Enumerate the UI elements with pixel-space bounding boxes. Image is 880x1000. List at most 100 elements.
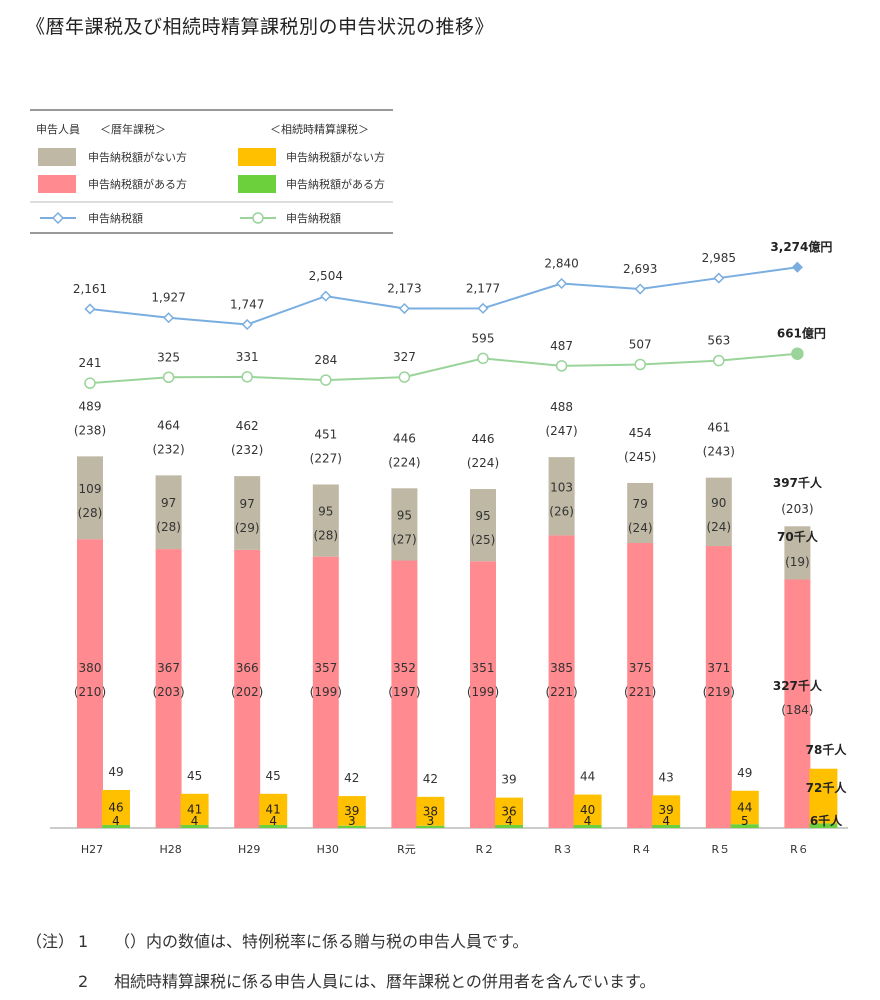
label-reki-ari-sub: (199)	[467, 685, 499, 699]
label-souzoku-nashi: 72千人	[806, 780, 848, 795]
note-1-number: 1	[78, 932, 89, 951]
line-souzoku-marker	[634, 358, 646, 371]
label-souzoku-ari: 4	[505, 814, 513, 828]
line_souzoku-value-label: 331	[236, 350, 259, 364]
bar-souzoku-nashi	[416, 796, 445, 826]
label-reki-nashi: 95	[318, 505, 333, 519]
label-reki-total: 451	[314, 427, 337, 441]
label-reki-nashi: 79	[633, 497, 648, 511]
line_souzoku-value-label: 327	[393, 350, 416, 364]
label-souzoku-ari: 4	[269, 814, 277, 828]
legend-swatch-souzoku-nashi	[238, 148, 276, 166]
legend-swatch-souzoku-ari	[238, 175, 276, 193]
label-reki-total: 461	[707, 421, 730, 435]
bar-souzoku-ari	[495, 824, 523, 828]
legend-label-reki-ari: 申告納税額がある方	[88, 177, 187, 191]
line-reki-marker	[163, 312, 175, 324]
label-reki-nashi-sub: (25)	[471, 533, 496, 547]
label-souzoku-total: 49	[108, 765, 123, 779]
bar-souzoku-nashi	[259, 793, 288, 825]
label-souzoku-total: 43	[659, 770, 674, 784]
label-reki-ari-sub: (221)	[624, 685, 656, 699]
x-tick-label: H28	[159, 843, 181, 856]
label-reki-ari-sub: (202)	[231, 685, 263, 699]
bar-souzoku-nashi	[495, 797, 523, 825]
label-reki-ari: 367	[157, 661, 180, 675]
legend-label-souzoku-ari: 申告納税額がある方	[286, 177, 385, 191]
legend-label-line-souzoku: 申告納税額	[286, 211, 341, 225]
label-reki-nashi: 97	[161, 496, 176, 510]
legend-label-souzoku-nashi: 申告納税額がない方	[286, 150, 385, 164]
label-souzoku-nashi: 44	[737, 800, 752, 814]
x-tick-label: R６	[790, 843, 809, 856]
label-reki-ari: 352	[393, 661, 416, 675]
label-reki-nashi-sub: (24)	[628, 521, 653, 535]
x-tick-label: H30	[317, 843, 339, 856]
legend-circle-marker	[252, 212, 264, 224]
label-reki-total-sub: (247)	[545, 424, 577, 438]
line-reki-marker	[398, 302, 410, 315]
label-reki-nashi: 95	[475, 509, 490, 523]
label-reki-total-sub: (227)	[310, 451, 342, 465]
bar-souzoku-nashi	[102, 790, 130, 825]
label-souzoku-nashi: 41	[266, 802, 281, 816]
line-souzoku-marker	[555, 360, 568, 372]
label-reki-ari-sub: (184)	[781, 703, 813, 717]
legend-label-line-reki: 申告納税額	[88, 211, 143, 225]
note-2: 2 相続時精算課税に係る申告人員には、暦年課税との併用者を含んでいます。	[78, 968, 655, 992]
label-reki-ari-sub: (219)	[703, 685, 735, 699]
label-reki-total-sub: (224)	[388, 455, 420, 469]
bar-reki-nashi	[77, 456, 103, 540]
label-reki-ari: 327千人	[773, 678, 823, 693]
label-souzoku-total: 39	[501, 773, 516, 787]
note-2-number: 2	[78, 972, 89, 991]
label-reki-ari-sub: (203)	[152, 685, 184, 699]
label-souzoku-nashi: 46	[108, 800, 123, 814]
label-reki-nashi-sub: (28)	[156, 520, 181, 534]
line-reki-marker	[84, 303, 96, 315]
x-tick-label: H29	[238, 843, 260, 856]
bar-souzoku-ari	[180, 824, 209, 828]
note-1-text: （）内の数値は、特例税率に係る贈与税の申告人員です。	[114, 932, 529, 951]
note-2-text: 相続時精算課税に係る申告人員には、暦年課税との併用者を含んでいます。	[114, 972, 656, 991]
x-tick-label: R４	[633, 843, 652, 856]
label-souzoku-ari: 4	[112, 814, 120, 828]
bar-reki-ari	[234, 549, 261, 828]
label-reki-total: 488	[550, 400, 573, 414]
note-1: （注） 1 （）内の数値は、特例税率に係る贈与税の申告人員です。	[26, 928, 528, 952]
label-souzoku-nashi: 38	[423, 804, 438, 818]
label-reki-nashi-sub: (29)	[235, 521, 260, 535]
x-tick-label: R２	[476, 843, 495, 856]
label-reki-nashi-sub: (28)	[313, 529, 338, 543]
label-souzoku-nashi: 40	[580, 803, 595, 817]
bar-reki-nashi	[705, 477, 732, 547]
bar-souzoku-ari	[102, 824, 130, 828]
label-reki-ari: 380	[79, 661, 102, 675]
page-title: 《暦年課税及び相続時精算課税別の申告状況の推移》	[26, 16, 495, 38]
label-reki-ari: 351	[472, 661, 495, 675]
bar-souzoku-nashi	[809, 768, 838, 824]
label-reki-ari-sub: (199)	[310, 685, 342, 699]
line-reki-marker	[791, 261, 803, 273]
label-reki-nashi: 103	[550, 480, 573, 494]
label-reki-nashi-sub: (26)	[549, 504, 574, 518]
legend-reki-header: ＜暦年課税＞	[100, 122, 166, 136]
bar-reki-ari	[705, 546, 732, 828]
label-souzoku-nashi: 41	[187, 802, 202, 816]
line-souzoku-marker	[320, 374, 332, 386]
label-souzoku-nashi: 39	[659, 803, 674, 817]
label-reki-nashi: 95	[397, 508, 412, 522]
label-souzoku-ari: 3	[348, 814, 356, 828]
line_reki-value-label: 2,504	[309, 269, 343, 283]
label-reki-nashi: 70千人	[777, 529, 819, 544]
legend-people-label: 申告人員	[36, 123, 80, 136]
line_reki-value-label: 2,173	[387, 282, 421, 296]
label-souzoku-total: 42	[423, 772, 438, 786]
label-souzoku-ari: 4	[191, 814, 199, 828]
label-reki-total: 397千人	[773, 475, 823, 490]
bar-souzoku-ari	[416, 825, 445, 828]
label-souzoku-total: 44	[580, 770, 595, 784]
label-reki-nashi: 90	[711, 496, 726, 510]
bar-reki-nashi	[312, 484, 339, 557]
label-reki-total-sub: (238)	[74, 423, 106, 437]
